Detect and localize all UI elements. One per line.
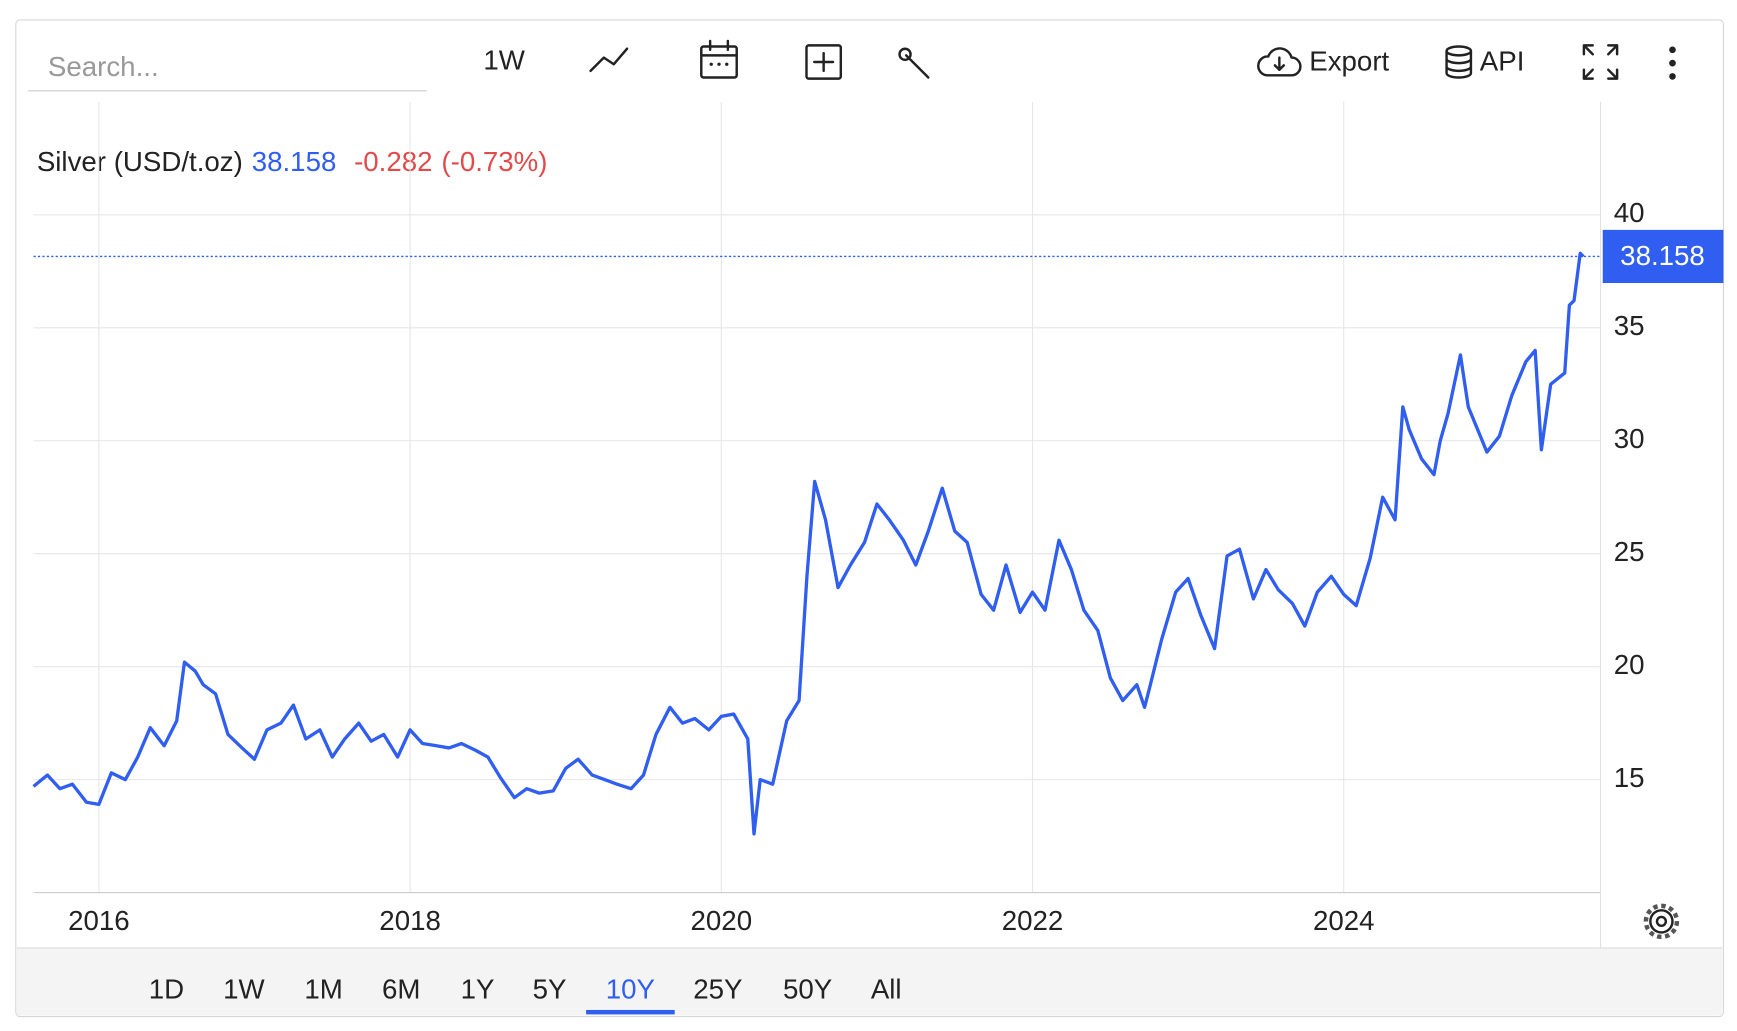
legend-change: -0.282 (354, 146, 432, 177)
settings-icon[interactable] (1643, 903, 1680, 940)
x-tick-label: 2016 (68, 905, 130, 936)
y-tick-label: 25 (1614, 536, 1645, 567)
price-line (32, 251, 1585, 836)
fullscreen-icon[interactable] (1582, 44, 1619, 80)
api-label[interactable]: API (1480, 45, 1525, 76)
y-tick-label: 35 (1614, 310, 1645, 341)
frame (15, 19, 1724, 1018)
legend-name: Silver (USD/t.oz) (37, 146, 243, 177)
range-button[interactable]: 25Y (693, 973, 742, 1004)
range-button[interactable]: 10Y (606, 973, 655, 1004)
last-price-label: 38.158 (1620, 240, 1705, 271)
x-tick-label: 2022 (1002, 905, 1064, 936)
range-button[interactable]: 1Y (461, 973, 495, 1004)
range-button[interactable]: 1M (304, 973, 342, 1004)
x-tick-label: 2018 (379, 905, 441, 936)
add-indicator-icon[interactable] (805, 44, 843, 80)
y-tick-label: 20 (1614, 649, 1645, 680)
legend: Silver (USD/t.oz) 38.158 -0.282 (-0.73%) (37, 146, 548, 177)
legend-change-pct: (-0.73%) (441, 146, 547, 177)
y-tick-label: 30 (1614, 423, 1645, 454)
last-price-tag (1602, 229, 1724, 284)
range-active-underline (586, 1009, 675, 1015)
legend-last: 38.158 (252, 146, 337, 177)
api-button[interactable]: API (1445, 45, 1525, 79)
range-bar (16, 947, 1723, 1016)
export-button[interactable]: Export (1257, 45, 1390, 77)
range-button[interactable]: 1W (223, 973, 265, 1004)
chart-type-icon[interactable] (589, 47, 629, 73)
calendar-icon[interactable] (700, 39, 738, 79)
interval-button[interactable]: 1W (483, 44, 525, 75)
x-tick-label: 2020 (691, 905, 753, 936)
search-box[interactable]: Search... (48, 51, 159, 82)
export-label[interactable]: Export (1309, 45, 1389, 76)
tools-icon[interactable] (898, 47, 930, 79)
y-tick-label: 40 (1614, 197, 1645, 228)
y-tick-label: 15 (1614, 762, 1645, 793)
range-button[interactable]: All (871, 973, 902, 1004)
x-tick-label: 2024 (1313, 905, 1375, 936)
range-button[interactable]: 1D (149, 973, 184, 1004)
range-button[interactable]: 6M (382, 973, 420, 1004)
menu-icon[interactable] (1669, 46, 1676, 80)
range-button[interactable]: 5Y (533, 973, 567, 1004)
range-button[interactable]: 50Y (783, 973, 832, 1004)
